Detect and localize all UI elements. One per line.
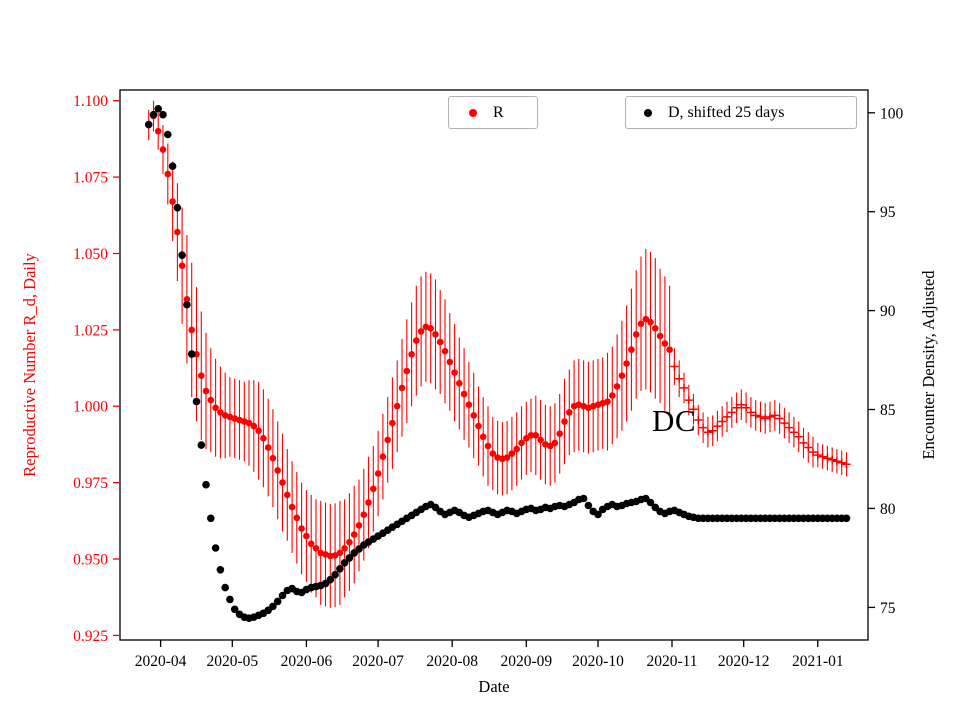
svg-text:0.925: 0.925 bbox=[73, 628, 108, 645]
svg-text:2020-10: 2020-10 bbox=[572, 653, 624, 670]
svg-text:1.075: 1.075 bbox=[73, 170, 108, 187]
svg-text:2020-09: 2020-09 bbox=[500, 653, 552, 670]
svg-text:85: 85 bbox=[880, 402, 896, 419]
legend-d: D, shifted 25 days bbox=[625, 96, 857, 129]
svg-text:75: 75 bbox=[880, 600, 896, 617]
svg-text:2020-05: 2020-05 bbox=[206, 653, 258, 670]
svg-text:2021-01: 2021-01 bbox=[792, 653, 844, 670]
svg-text:2020-11: 2020-11 bbox=[646, 653, 697, 670]
y-axis-label-right: Encounter Density, Adjusted bbox=[919, 270, 938, 460]
y-axis-label-left: Reproductive Number R_d, Daily bbox=[20, 253, 39, 477]
svg-text:100: 100 bbox=[880, 105, 904, 122]
d-series-marker-icon bbox=[644, 108, 652, 117]
x-axis-label: Date bbox=[478, 677, 510, 696]
svg-text:2020-04: 2020-04 bbox=[135, 653, 187, 670]
svg-text:1.050: 1.050 bbox=[73, 246, 108, 263]
legend-r-label: R bbox=[493, 103, 504, 121]
dc-annotation: DC bbox=[652, 403, 697, 438]
svg-text:0.950: 0.950 bbox=[73, 552, 108, 569]
svg-text:80: 80 bbox=[880, 501, 896, 518]
svg-text:1.000: 1.000 bbox=[73, 399, 108, 416]
y-left-ticks: 0.925 0.950 0.975 1.000 1.025 1.050 1.075 1.100 bbox=[73, 93, 120, 645]
svg-text:0.975: 0.975 bbox=[73, 475, 108, 492]
svg-text:2020-07: 2020-07 bbox=[352, 653, 404, 670]
r-error-bars bbox=[148, 100, 848, 608]
svg-text:2020-06: 2020-06 bbox=[281, 653, 333, 670]
r-series-marker-icon bbox=[469, 108, 477, 117]
d-series-points bbox=[144, 105, 851, 622]
x-ticks: 2020-04 2020-05 2020-06 2020-07 2020-08 2020-… bbox=[135, 640, 844, 670]
legend-d-label: D, shifted 25 days bbox=[668, 103, 785, 121]
svg-text:95: 95 bbox=[880, 204, 896, 221]
legend-r: R bbox=[448, 96, 538, 129]
svg-text:2020-12: 2020-12 bbox=[718, 653, 770, 670]
svg-text:2020-08: 2020-08 bbox=[426, 653, 478, 670]
svg-text:1.025: 1.025 bbox=[73, 322, 108, 339]
y-right-ticks: 75 80 85 90 95 100 bbox=[868, 105, 904, 617]
r-series-points bbox=[145, 112, 673, 560]
svg-text:1.100: 1.100 bbox=[73, 93, 108, 110]
r-series-plus-markers bbox=[670, 362, 851, 469]
plot-frame bbox=[119, 89, 869, 641]
svg-text:90: 90 bbox=[880, 303, 896, 320]
